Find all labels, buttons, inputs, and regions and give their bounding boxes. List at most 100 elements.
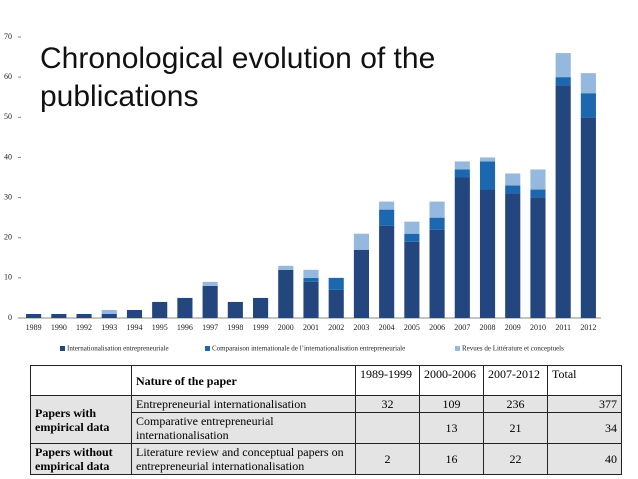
x-tick-label: 2009 — [505, 323, 521, 332]
x-tick-label: 2004 — [379, 323, 395, 332]
bar — [303, 281, 319, 318]
y-tick-label: 10 — [4, 273, 12, 282]
y-tick-label: 50 — [4, 112, 12, 121]
number-cell: 2 — [355, 443, 420, 475]
legend-label: Internationalisation entrepreneuriale — [67, 345, 169, 353]
number-cell: 40 — [547, 443, 622, 475]
number-cell: 377 — [547, 395, 622, 413]
bar — [353, 249, 369, 318]
bar — [580, 117, 596, 319]
x-tick-label: 2007 — [454, 323, 470, 332]
legend-label: Comparaison internationale de l’internat… — [212, 345, 405, 353]
bar — [454, 161, 470, 170]
bar — [404, 221, 420, 234]
bar — [379, 225, 395, 318]
bar — [429, 217, 445, 230]
number-cell: 21 — [483, 412, 548, 444]
x-tick-label: 2001 — [303, 323, 319, 332]
bar — [479, 189, 496, 318]
y-tick-label: 40 — [4, 152, 12, 161]
bar — [555, 53, 571, 78]
bar — [152, 301, 168, 318]
bar — [227, 301, 243, 318]
x-tick-label: 1993 — [101, 323, 117, 332]
bar — [101, 313, 117, 318]
bar — [454, 169, 470, 178]
bar — [253, 297, 269, 318]
bar — [479, 157, 496, 162]
bar — [379, 209, 395, 226]
number-cell: 32 — [355, 395, 420, 413]
bar — [177, 297, 193, 318]
x-tick-label: 1998 — [227, 323, 243, 332]
bar — [530, 169, 546, 190]
bar — [530, 197, 546, 318]
x-tick-label: 2006 — [429, 323, 445, 332]
nature-cell: Literature review and conceptual papers … — [131, 443, 356, 475]
bar — [530, 189, 546, 198]
bar — [76, 313, 92, 318]
bar — [580, 93, 596, 118]
summary-table: Nature of the paper 1989-1999 2000-2006 200… — [30, 365, 622, 475]
legend-label: Revues de Littérature et conceptuels — [462, 345, 564, 353]
bar — [479, 161, 496, 190]
bar — [429, 229, 445, 318]
number-cell: 22 — [483, 443, 548, 475]
x-tick-label: 1996 — [177, 323, 193, 332]
x-tick-label: 2011 — [555, 323, 571, 332]
x-tick-label: 1989 — [26, 323, 42, 332]
chart: 0 10 20 30 40 50 60 70 1989 1990 1992 1993 1994 1995 1… — [4, 32, 601, 353]
bar — [328, 289, 344, 318]
legend-swatch — [60, 346, 65, 351]
bar — [51, 313, 67, 318]
y-tick-label: 30 — [4, 192, 12, 201]
bar — [505, 173, 521, 186]
legend-swatch — [455, 346, 460, 351]
number-cell: 34 — [547, 412, 622, 444]
bar — [328, 277, 344, 290]
bar — [555, 85, 571, 319]
number-cell: 16 — [419, 443, 484, 475]
x-tick-label: 2000 — [278, 323, 294, 332]
group-cell: Papers without empirical data — [30, 443, 132, 475]
nature-cell: Entrepreneurial internationalisation — [131, 395, 356, 413]
y-tick-label: 20 — [4, 233, 12, 242]
bar — [278, 269, 294, 318]
bar — [454, 177, 470, 318]
bar — [303, 277, 319, 282]
x-tick-label: 2003 — [353, 323, 369, 332]
x-tick-label: 2005 — [404, 323, 420, 332]
bar — [404, 241, 420, 318]
table-row: Papers with empirical data Entrepreneuria… — [30, 395, 622, 444]
x-tick-label: 1997 — [202, 323, 218, 332]
header-row: Nature of the paper 1989-1999 2000-2006 200… — [30, 365, 622, 396]
number-cell: 13 — [419, 412, 484, 444]
header-cell: 1989-1999 — [355, 365, 420, 396]
bar — [26, 313, 42, 318]
bar — [303, 269, 319, 278]
bar — [429, 201, 445, 218]
x-tick-label: 1995 — [152, 323, 168, 332]
bar — [505, 193, 521, 318]
x-tick-label: 2010 — [530, 323, 546, 332]
x-tick-label: 1990 — [51, 323, 67, 332]
table-row: Papers without empirical data Literature … — [30, 443, 622, 475]
number-cell: 109 — [419, 395, 484, 413]
x-tick-label: 1999 — [253, 323, 269, 332]
x-tick-label: 2012 — [580, 323, 596, 332]
bar — [126, 309, 143, 318]
bar — [505, 185, 521, 194]
bar — [202, 281, 218, 286]
x-tick-label: 1994 — [126, 323, 142, 332]
group-cell: Papers with empirical data — [30, 395, 132, 444]
y-tick-label: 70 — [4, 32, 12, 41]
bar — [580, 73, 596, 94]
x-tick-label: 1992 — [76, 323, 92, 332]
x-tick-label: 2002 — [328, 323, 344, 332]
legend-swatch — [205, 346, 210, 351]
header-cell — [30, 365, 132, 396]
header-cell: 2007-2012 — [483, 365, 548, 396]
bar — [278, 265, 294, 270]
bar — [101, 309, 117, 314]
